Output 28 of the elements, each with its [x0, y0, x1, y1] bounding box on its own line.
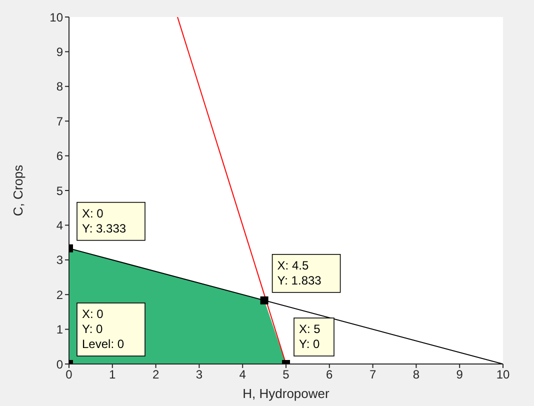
y-tick-label: 1 [56, 322, 64, 337]
x-tick-label: 8 [412, 368, 420, 382]
x-tick-label: 6 [326, 368, 334, 382]
x-tick-label: 4 [239, 368, 246, 382]
y-tick-label: 6 [56, 149, 64, 164]
x-axis-title: H, Hydropower [242, 386, 330, 401]
x-tick-label: 5 [282, 368, 290, 382]
y-tick-label: 10 [50, 10, 64, 24]
y-tick-label: 5 [56, 184, 64, 198]
annotation: X: 4.5 Y: 1.833 [277, 258, 322, 288]
x-tick-label: 2 [152, 368, 160, 382]
x-tick-label: 1 [109, 368, 116, 382]
x-tick-label: 10 [496, 368, 510, 382]
y-tick-label: 2 [56, 288, 64, 302]
y-tick-label: 0 [56, 357, 64, 372]
x-tick-label: 3 [196, 368, 203, 382]
y-tick-label: 4 [56, 218, 64, 232]
x-tick-label: 7 [369, 368, 376, 382]
y-tick-label: 3 [56, 253, 64, 268]
y-tick-label: 8 [56, 80, 64, 94]
annotation: X: 5 Y: 0 [299, 322, 321, 351]
y-tick-label: 7 [56, 114, 64, 128]
x-tick-label: 9 [456, 368, 464, 382]
x-tick-label: 0 [66, 368, 73, 382]
annotation: X: 0 Y: 0 Level: 0 [82, 307, 124, 351]
y-axis-title: C, Crops [10, 164, 26, 216]
y-tick-label: 9 [56, 44, 64, 59]
annotation: X: 0 Y: 3.333 [82, 206, 126, 236]
